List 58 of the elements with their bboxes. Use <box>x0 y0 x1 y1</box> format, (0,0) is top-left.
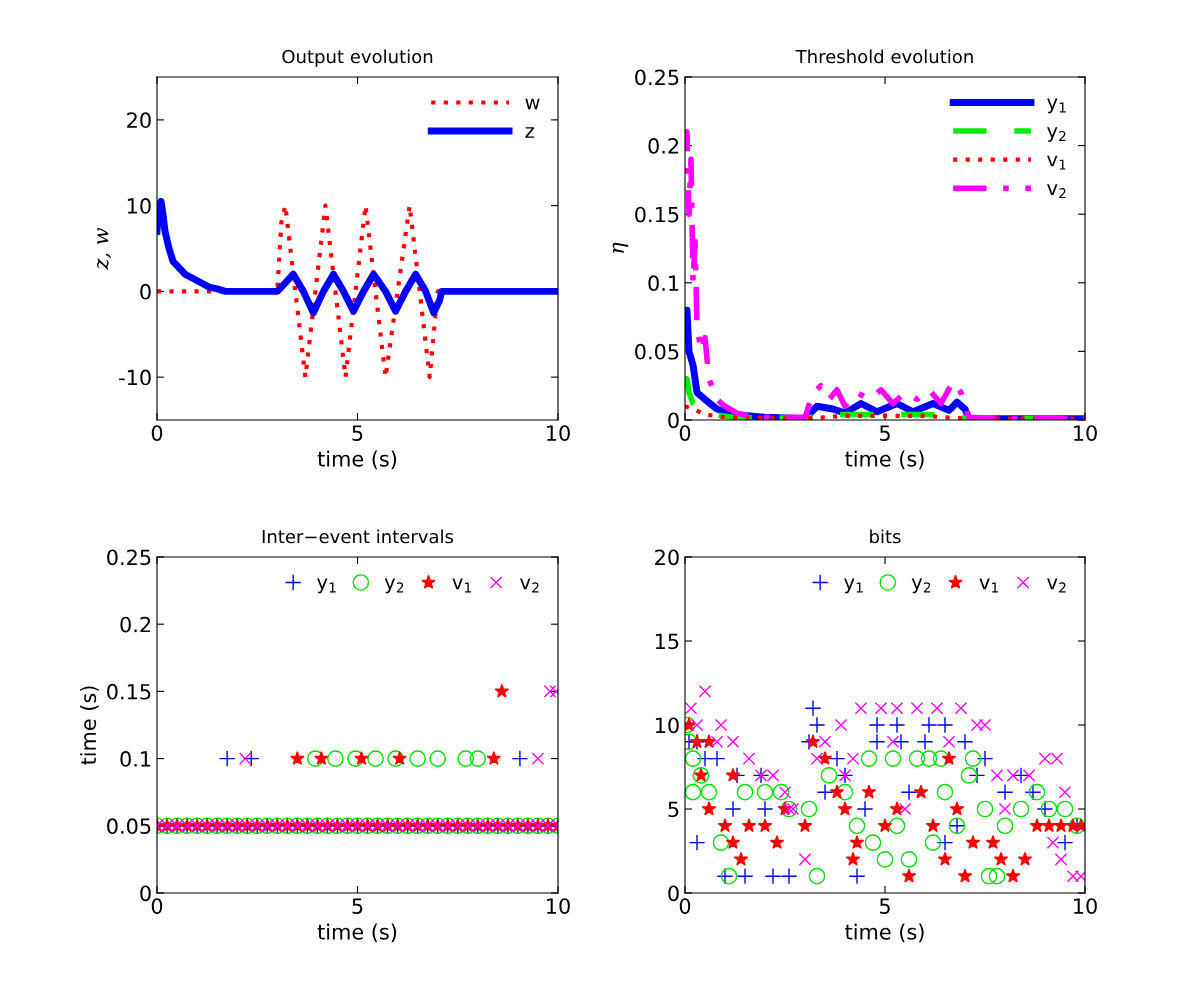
y-tick-label: 0.05 <box>107 818 151 835</box>
legend-label: v$_{2}$ <box>1047 184 1066 199</box>
x-tick-label: 5 <box>352 425 363 441</box>
x-tick-label: 5 <box>352 898 363 914</box>
legend-label: z <box>525 127 534 138</box>
y-tick-label: 0.1 <box>648 275 679 292</box>
y-axis-title: η <box>612 242 629 253</box>
x-tick-label: 10 <box>1074 425 1097 441</box>
x-tick-label: 5 <box>879 425 890 441</box>
x-axis-title: time (s) <box>317 450 397 470</box>
y-tick-label: 0 <box>140 283 151 300</box>
legend-label: w <box>525 98 540 110</box>
x-tick-label: 10 <box>1074 898 1097 914</box>
y-tick-label: -10 <box>119 369 151 386</box>
y-tick-label: 10 <box>655 717 679 734</box>
y-axis-title: z, w <box>96 227 112 270</box>
x-axis-title: time (s) <box>317 923 397 943</box>
y-tick-label: 0 <box>668 885 679 902</box>
legend-label: v$_{2}$ <box>520 578 539 593</box>
y-tick-label: 0 <box>668 412 679 429</box>
legend-label: y$_{1}$ <box>1047 98 1066 114</box>
x-tick-label: 0 <box>151 425 163 441</box>
x-tick-label: 10 <box>547 425 570 441</box>
x-tick-label: 0 <box>151 898 163 914</box>
y-tick-label: 0.25 <box>635 69 679 86</box>
y-tick-label: 0.05 <box>635 343 679 360</box>
x-tick-label: 0 <box>679 425 691 441</box>
chart-title: Output evolution <box>282 49 433 67</box>
y-tick-label: 0.1 <box>120 751 151 767</box>
legend-label: v$_{1}$ <box>979 578 998 593</box>
legend-label: y$_{1}$ <box>844 578 863 594</box>
x-tick-label: 0 <box>679 898 691 914</box>
y-tick-label: 0.25 <box>107 549 151 566</box>
legend-label: v$_{1}$ <box>452 578 471 593</box>
legend-label: v$_{1}$ <box>1047 155 1066 170</box>
y-tick-label: 20 <box>655 549 679 566</box>
y-tick-label: 0 <box>140 885 151 902</box>
legend-label: y$_{2}$ <box>911 578 931 594</box>
legend-label: v$_{2}$ <box>1047 578 1066 593</box>
x-tick-label: 10 <box>547 898 570 914</box>
x-axis-title: time (s) <box>845 450 924 470</box>
y-tick-label: 0.2 <box>648 138 679 154</box>
y-tick-label: 0.15 <box>107 683 151 700</box>
chart-title: Inter−event intervals <box>262 529 454 544</box>
x-axis-title: time (s) <box>845 923 924 943</box>
chart-title: bits <box>870 529 901 544</box>
legend-label: y$_{2}$ <box>384 578 404 594</box>
y-tick-label: 5 <box>668 801 679 818</box>
legend-label: y$_{2}$ <box>1047 127 1066 142</box>
y-axis-title: time (s) <box>80 686 99 765</box>
y-tick-label: 0.15 <box>635 206 679 223</box>
y-tick-label: 10 <box>127 198 151 214</box>
y-tick-label: 15 <box>655 633 679 650</box>
x-tick-label: 5 <box>879 898 890 914</box>
chart-title: Threshold evolution <box>795 49 973 64</box>
legend-label: y$_{1}$ <box>317 578 336 594</box>
y-tick-label: 20 <box>127 112 151 129</box>
y-tick-label: 0.2 <box>120 616 151 633</box>
